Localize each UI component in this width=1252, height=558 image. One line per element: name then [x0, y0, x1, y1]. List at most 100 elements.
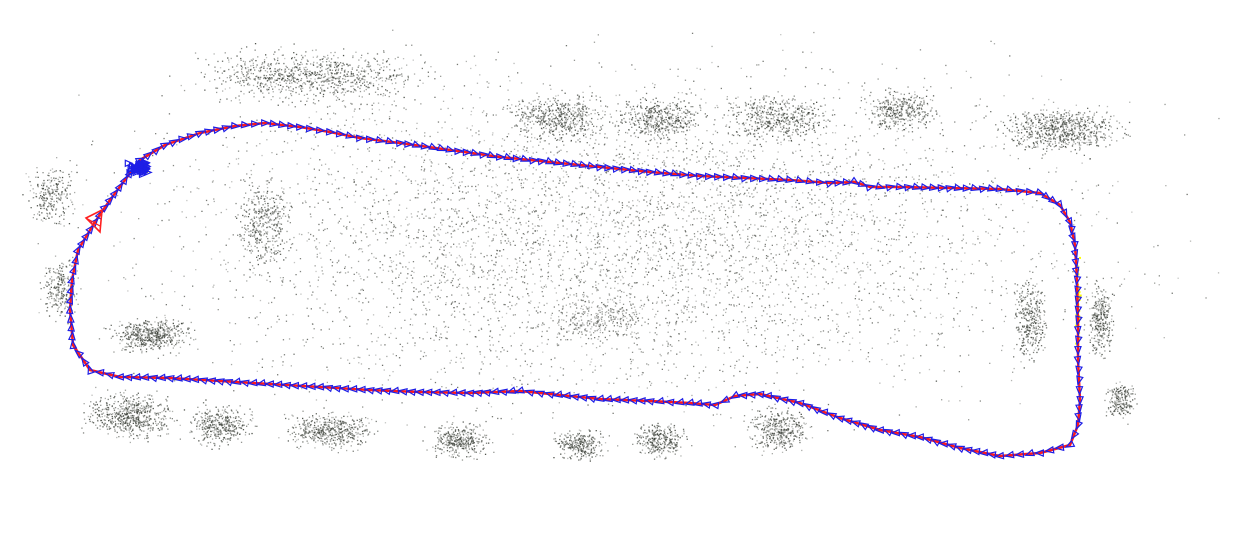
keyframe-marker — [130, 372, 142, 381]
keyframe-marker — [544, 391, 555, 399]
keyframe-marker — [113, 373, 125, 381]
keyframe-marker — [1070, 248, 1079, 260]
keyframe-marker — [230, 121, 242, 130]
keyframe-marker — [73, 349, 85, 359]
keyframe-marker — [1074, 412, 1082, 423]
keyframe-marker — [834, 179, 845, 187]
keyframe-marker — [238, 379, 250, 388]
keyframe-marker — [85, 224, 95, 235]
keyframe-marker — [1025, 187, 1037, 196]
keyframe-marker — [875, 182, 886, 190]
keyframe-marker — [251, 120, 262, 128]
keyframe-marker — [1015, 187, 1027, 196]
keyframe-marker — [767, 174, 778, 182]
keyframe-marker — [905, 431, 916, 440]
keyframe-marker — [857, 179, 869, 187]
keyframe-marker — [937, 439, 949, 448]
keyframe-marker — [178, 135, 189, 144]
keyframe-marker — [825, 180, 836, 189]
keyframe-marker — [1024, 448, 1036, 457]
keyframe-marker — [903, 183, 915, 192]
keyframe-marker — [618, 395, 630, 404]
keyframe-marker — [534, 390, 546, 399]
keyframe-marker — [986, 183, 998, 192]
keyframe-marker — [593, 394, 605, 403]
keyframe-marker — [142, 151, 154, 161]
keyframe-marker — [505, 386, 517, 394]
keyframe-marker — [687, 171, 698, 179]
keyframe-marker — [519, 154, 531, 162]
keyframe-marker — [261, 119, 272, 127]
keyframe-marker — [1041, 191, 1052, 201]
keyframe-marker — [578, 160, 590, 168]
keyframe-marker — [795, 175, 806, 184]
keyframe-marker — [969, 447, 981, 456]
keyframe-marker — [802, 402, 814, 412]
current-camera-marker — [84, 208, 103, 234]
keyframe-marker — [841, 417, 853, 426]
keyframe-marker — [985, 451, 997, 459]
keyframe-marker — [363, 386, 375, 395]
keyframe-marker — [263, 380, 275, 388]
keyframe-marker — [124, 159, 134, 168]
keyframe-marker — [1075, 404, 1083, 415]
keyframe-marker — [920, 183, 932, 191]
keyframe-marker — [325, 127, 337, 136]
keyframe-marker — [76, 237, 86, 249]
keyframe-marker — [147, 374, 159, 383]
keyframe-marker — [151, 145, 162, 156]
keyframe-marker — [503, 152, 515, 161]
keyframe-marker — [514, 386, 525, 394]
keyframe-marker — [1068, 232, 1076, 243]
keyframe-marker — [347, 384, 358, 393]
keyframe-marker — [628, 165, 640, 174]
keyframe-marker — [1075, 365, 1083, 377]
keyframe-marker — [355, 385, 366, 394]
keyframe-marker — [109, 188, 119, 199]
keyframe-marker — [413, 388, 425, 397]
keyframe-marker — [330, 384, 342, 393]
keyframe-marker — [315, 126, 327, 135]
keyframe-marker — [740, 174, 752, 183]
keyframe-marker — [438, 389, 450, 398]
keyframe-marker — [205, 377, 217, 385]
keyframe-marker — [204, 128, 215, 136]
keyframe-marker — [1075, 386, 1084, 397]
keyframe-marker — [577, 394, 588, 402]
keyframe-marker — [737, 391, 748, 400]
keyframe-marker — [221, 125, 233, 133]
keyframe-marker — [480, 389, 492, 397]
keyframe-marker — [604, 163, 615, 172]
keyframe-marker — [911, 182, 923, 190]
keyframe-marker — [568, 393, 580, 401]
keyframe-marker — [928, 183, 940, 191]
keyframe-marker — [428, 142, 439, 151]
keyframe-marker — [679, 170, 690, 179]
keyframe-marker — [80, 356, 90, 368]
keyframe-marker — [72, 244, 81, 256]
keyframe-marker — [454, 147, 465, 156]
keyframe-marker — [81, 231, 91, 242]
keyframe-marker — [937, 184, 948, 192]
keyframe-marker — [770, 394, 782, 403]
keyframe-marker — [269, 119, 280, 128]
keyframe-marker — [815, 178, 827, 187]
keyframe-marker — [385, 136, 396, 145]
keyframe-marker — [786, 398, 798, 407]
keyframe-marker — [544, 156, 556, 165]
keyframe-marker — [595, 163, 607, 172]
keyframe-marker — [277, 120, 289, 129]
keyframe-marker — [287, 121, 298, 130]
keyframe-marker — [405, 388, 417, 397]
keyframe-marker — [961, 446, 973, 455]
keyframe-marker — [1071, 257, 1080, 269]
keyframe-marker — [930, 438, 942, 447]
keyframe-marker — [776, 174, 788, 183]
keyframe-marker — [143, 168, 153, 177]
keyframe-marker — [163, 374, 175, 383]
keyframe-marker — [962, 184, 973, 193]
keyframe-marker — [785, 175, 797, 184]
keyframe-marker — [722, 173, 734, 182]
